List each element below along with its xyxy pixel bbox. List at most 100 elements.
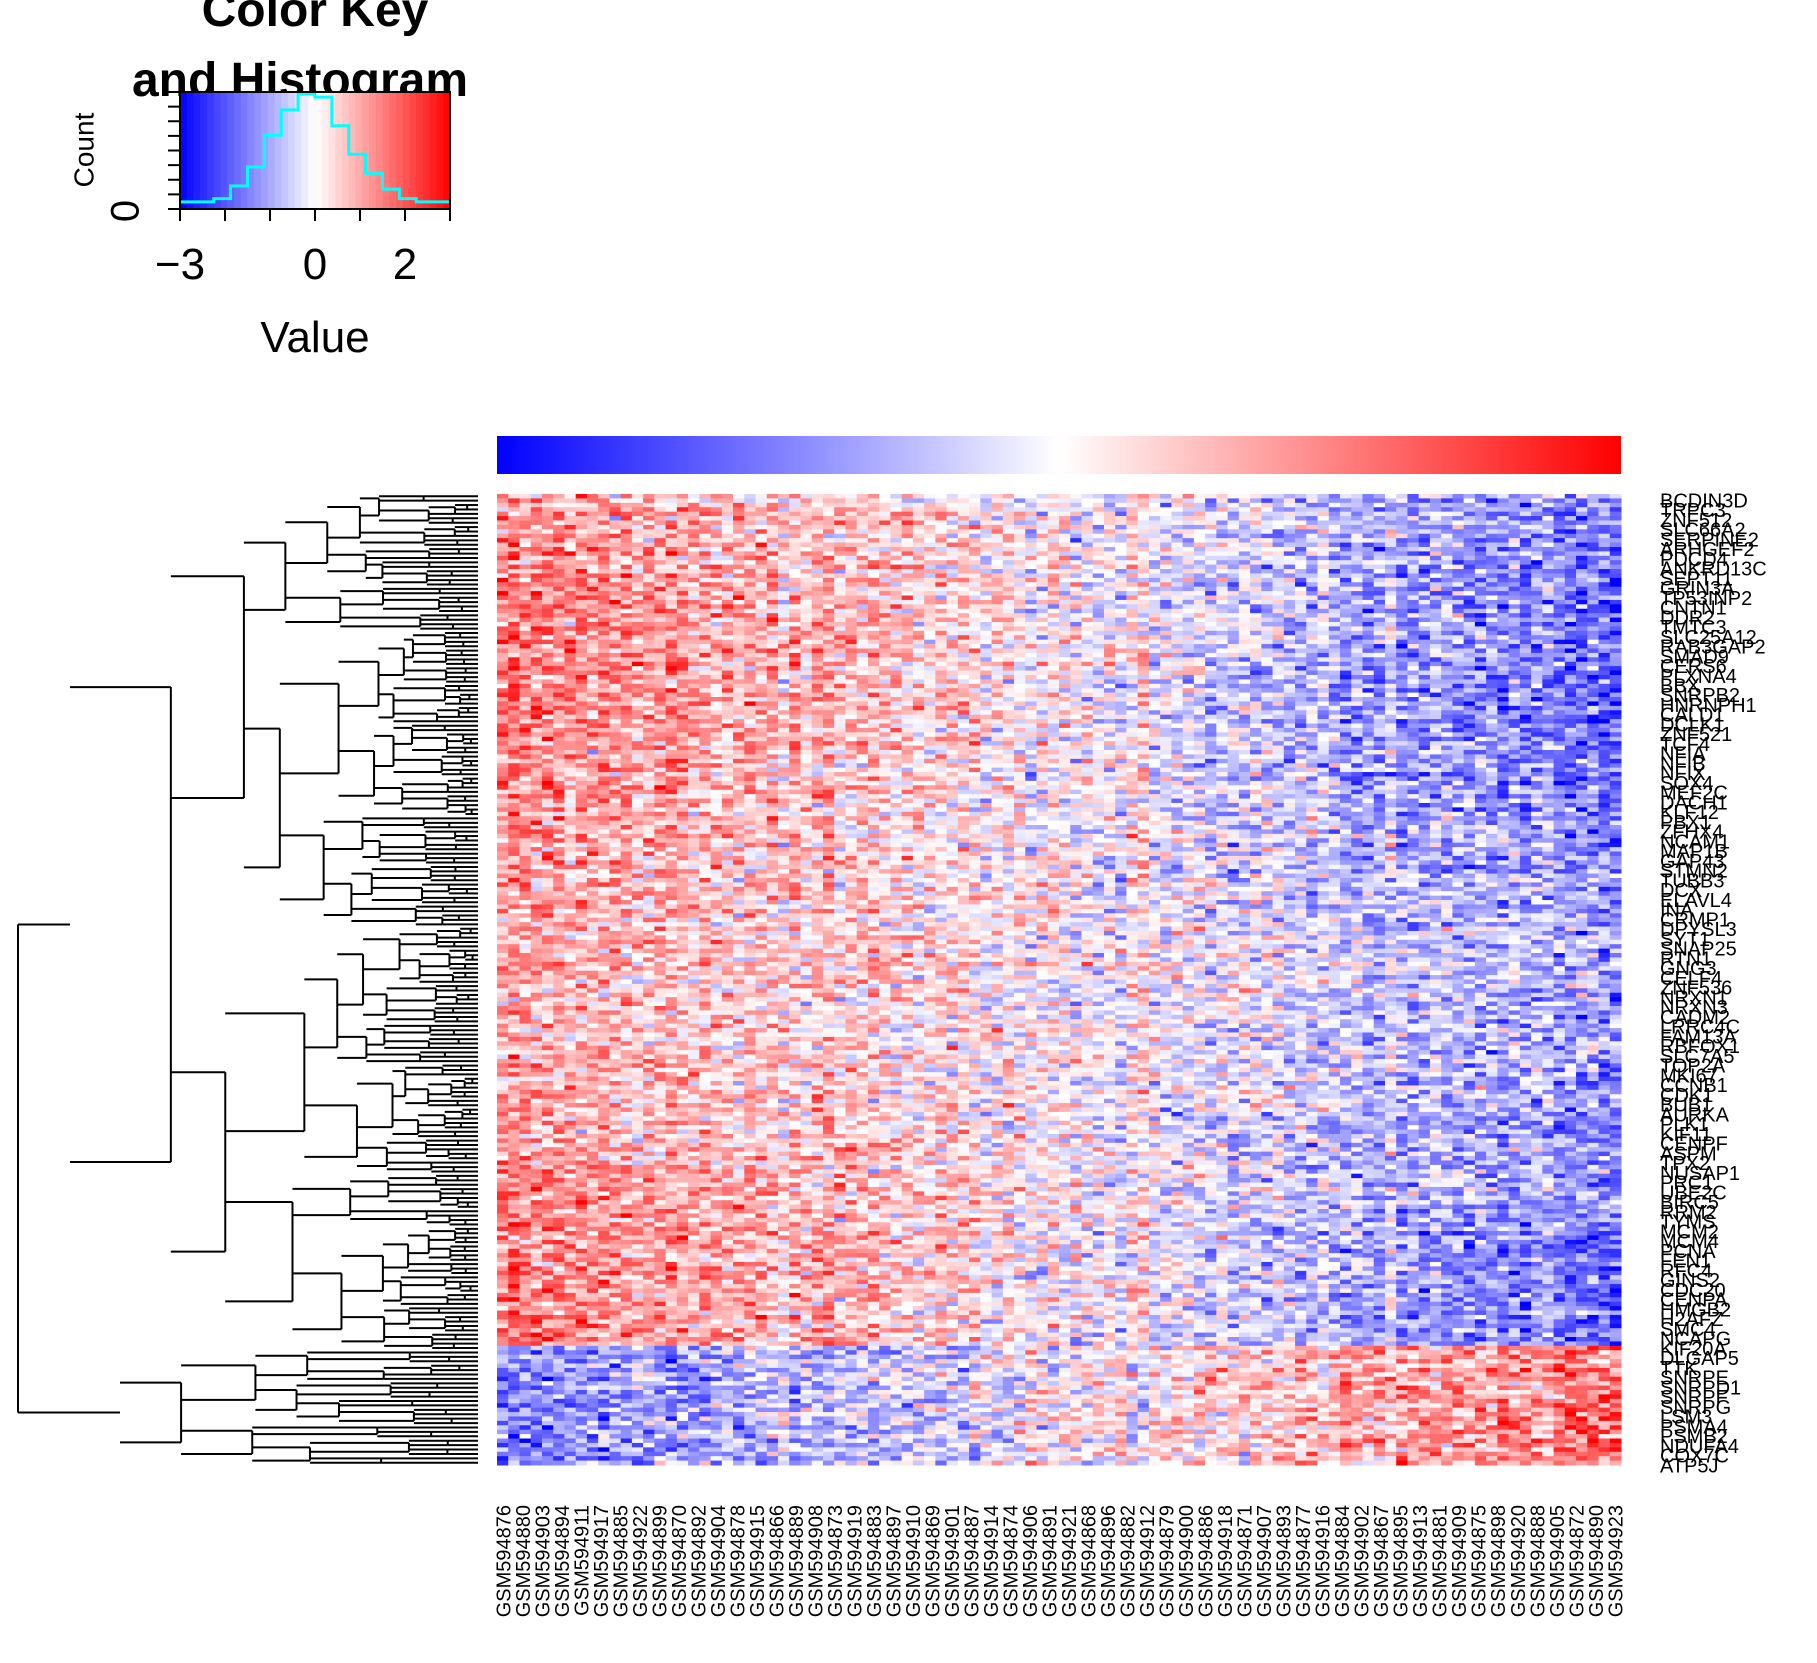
heatmap-cell	[958, 507, 970, 512]
heatmap-cell	[1149, 578, 1161, 583]
heatmap-cell	[1048, 547, 1060, 552]
heatmap-cell	[879, 582, 891, 587]
heatmap-cell	[1554, 569, 1566, 574]
heatmap-cell	[1419, 534, 1431, 539]
heatmap-cell	[711, 573, 723, 578]
heatmap-cell	[1014, 560, 1026, 565]
heatmap-cell	[1452, 512, 1464, 517]
heatmap-cell	[1542, 582, 1554, 587]
heatmap-cell	[1250, 578, 1262, 583]
heatmap-cell	[1070, 507, 1082, 512]
heatmap-cell	[1554, 573, 1566, 578]
heatmap-cell	[1126, 520, 1138, 525]
heatmap-cell	[1194, 507, 1206, 512]
heatmap-cell	[1160, 525, 1172, 530]
heatmap-cell	[1261, 543, 1273, 548]
heatmap-cell	[756, 507, 768, 512]
heatmap-cell	[1037, 569, 1049, 574]
heatmap-cell	[1340, 578, 1352, 583]
heatmap-cell	[609, 498, 621, 503]
heatmap-cell	[497, 516, 509, 521]
heatmap-cell	[1430, 543, 1442, 548]
heatmap-cell	[688, 503, 700, 508]
heatmap-cell	[1115, 547, 1127, 552]
heatmap-cell	[677, 556, 689, 561]
heatmap-cell	[733, 503, 745, 508]
heatmap-cell	[1261, 512, 1273, 517]
heatmap-cell	[666, 494, 678, 499]
heatmap-cell	[677, 534, 689, 539]
heatmap-cell	[1385, 503, 1397, 508]
heatmap-cell	[1059, 534, 1071, 539]
heatmap-cell	[1081, 551, 1093, 556]
heatmap-cell	[1149, 512, 1161, 517]
heatmap-cell	[699, 520, 711, 525]
heatmap-cell	[1374, 556, 1386, 561]
heatmap-cell	[1003, 578, 1015, 583]
heatmap-cell	[531, 520, 543, 525]
heatmap-cell	[1284, 525, 1296, 530]
heatmap-cell	[756, 494, 768, 499]
heatmap-cell	[947, 503, 959, 508]
heatmap-cell	[1149, 560, 1161, 565]
heatmap-cell	[1542, 538, 1554, 543]
heatmap-cell	[564, 534, 576, 539]
heatmap-cell	[1576, 529, 1588, 534]
heatmap-cell	[980, 543, 992, 548]
heatmap-cell	[598, 512, 610, 517]
heatmap-cell	[1059, 538, 1071, 543]
heatmap-cell	[1340, 551, 1352, 556]
heatmap-cell	[576, 507, 588, 512]
heatmap-cell	[531, 560, 543, 565]
heatmap-cell	[1037, 551, 1049, 556]
heatmap-cell	[1486, 565, 1498, 570]
heatmap-cell	[800, 525, 812, 530]
heatmap-cell	[1599, 569, 1611, 574]
heatmap-cell	[1374, 529, 1386, 534]
heatmap-cell	[531, 494, 543, 499]
heatmap-cell	[553, 551, 565, 556]
heatmap-cell	[812, 525, 824, 530]
heatmap-cell	[722, 582, 734, 587]
heatmap-cell	[1171, 525, 1183, 530]
heatmap-cell	[1329, 503, 1341, 508]
heatmap-cell	[1554, 498, 1566, 503]
heatmap-cell	[1273, 498, 1285, 503]
heatmap-cell	[1216, 516, 1228, 521]
heatmap-cell	[711, 520, 723, 525]
heatmap-cell	[947, 494, 959, 499]
heatmap-cell	[1576, 578, 1588, 583]
heatmap-cell	[722, 556, 734, 561]
heatmap-cell	[497, 587, 509, 592]
heatmap-cell	[1115, 512, 1127, 517]
heatmap-cell	[1295, 512, 1307, 517]
heatmap-cell	[677, 578, 689, 583]
heatmap-cell	[1025, 582, 1037, 587]
heatmap-cell	[598, 498, 610, 503]
heatmap-cell	[722, 520, 734, 525]
heatmap-cell	[1138, 569, 1150, 574]
heatmap-cell	[1441, 494, 1453, 499]
heatmap-cell	[1497, 503, 1509, 508]
heatmap-cell	[1475, 507, 1487, 512]
heatmap-cell	[1250, 512, 1262, 517]
heatmap-cell	[857, 578, 869, 583]
heatmap-cell	[1048, 551, 1060, 556]
heatmap-cell	[1441, 512, 1453, 517]
heatmap-cell	[677, 587, 689, 592]
heatmap-cell	[744, 573, 756, 578]
heatmap-cell	[1081, 512, 1093, 517]
heatmap-cell	[733, 538, 745, 543]
heatmap-cell	[1396, 560, 1408, 565]
heatmap-cell	[992, 547, 1004, 552]
heatmap-cell	[823, 534, 835, 539]
heatmap-cell	[1509, 494, 1521, 499]
heatmap-cell	[868, 516, 880, 521]
heatmap-cell	[621, 498, 633, 503]
heatmap-cell	[576, 547, 588, 552]
heatmap-cell	[947, 573, 959, 578]
heatmap-cell	[1295, 516, 1307, 521]
heatmap-cell	[654, 520, 666, 525]
heatmap-cell	[1183, 498, 1195, 503]
heatmap-cell	[1554, 516, 1566, 521]
